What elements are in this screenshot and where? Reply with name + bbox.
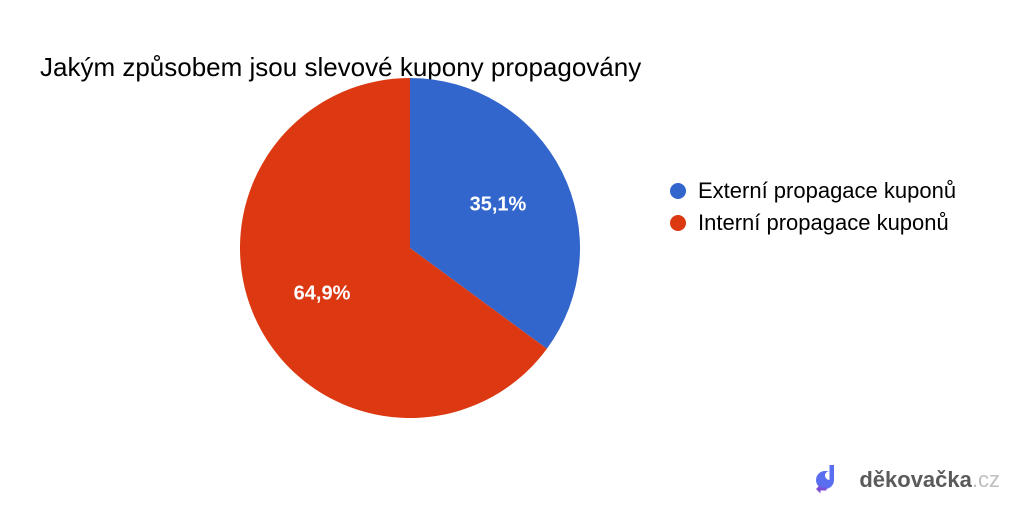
pie-svg: 35,1% 64,9% bbox=[240, 78, 580, 418]
brand-icon bbox=[813, 462, 849, 498]
pie-chart: 35,1% 64,9% bbox=[240, 78, 580, 418]
brand-name: děkovačka.cz bbox=[859, 467, 1000, 493]
chart-container: Jakým způsobem jsou slevové kupony propa… bbox=[0, 0, 1024, 512]
legend-swatch-external bbox=[670, 183, 686, 199]
slice-label-external: 35,1% bbox=[470, 194, 527, 216]
legend-label-external: Externí propagace kuponů bbox=[698, 178, 956, 204]
legend-label-internal: Interní propagace kuponů bbox=[698, 210, 949, 236]
legend-swatch-internal bbox=[670, 215, 686, 231]
brand-logo: děkovačka.cz bbox=[813, 462, 1000, 498]
brand-name-strong: děkovačka bbox=[859, 467, 972, 492]
legend-item-external: Externí propagace kuponů bbox=[670, 178, 956, 204]
legend: Externí propagace kuponů Interní propagac… bbox=[670, 178, 956, 242]
brand-name-light: .cz bbox=[972, 467, 1000, 492]
legend-item-internal: Interní propagace kuponů bbox=[670, 210, 956, 236]
slice-label-internal: 64,9% bbox=[294, 282, 351, 304]
